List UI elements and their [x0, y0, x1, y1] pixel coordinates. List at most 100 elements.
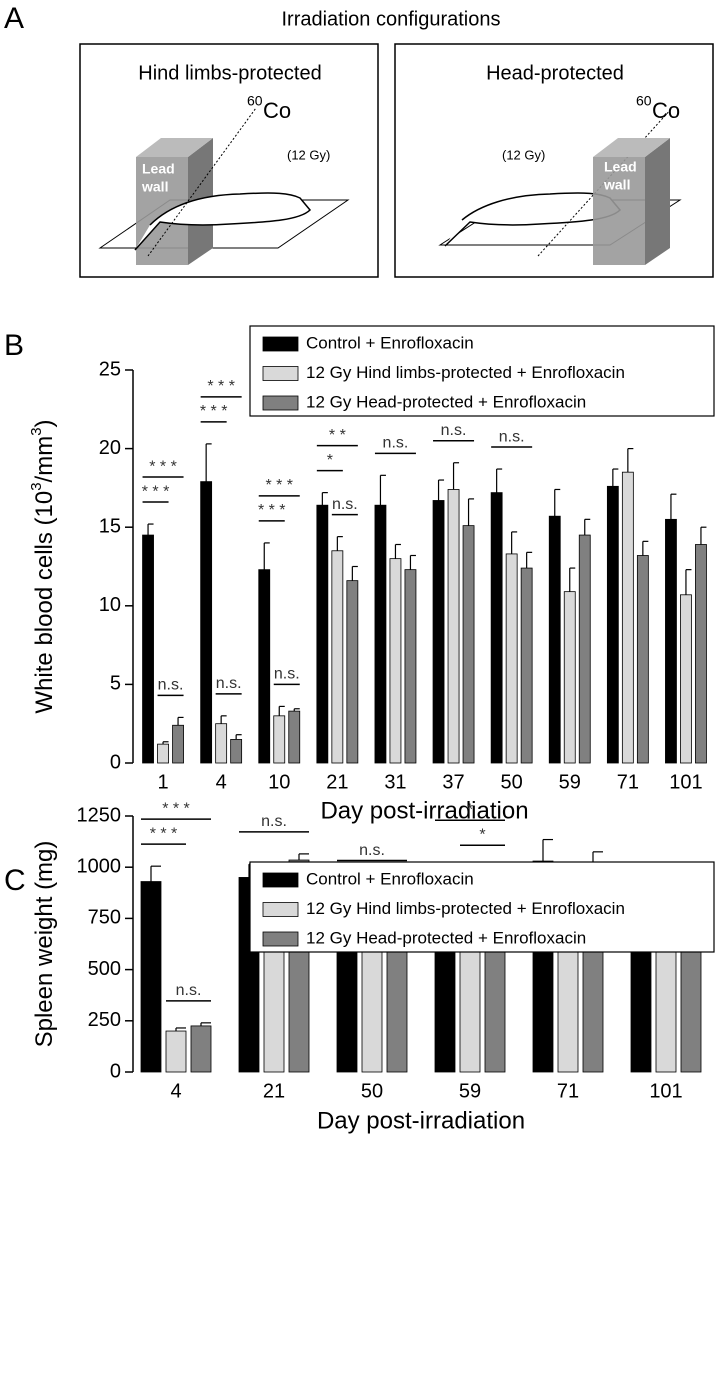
bar [172, 724, 184, 764]
significance-label: * * * [258, 502, 286, 519]
source-mass: 60 [247, 93, 263, 109]
significance-label: * * * [207, 378, 235, 395]
bar [520, 567, 533, 764]
bar [165, 1030, 187, 1073]
config-box [79, 43, 379, 278]
significance-label: * [327, 452, 333, 469]
significance-label: n.s. [274, 666, 300, 683]
y-axis-label-part: Spleen weight (mg) [31, 841, 58, 1048]
bar [331, 550, 344, 764]
x-tick-label: 59 [559, 771, 581, 793]
bar [140, 881, 162, 1073]
legend-label: Control + Enrofloxacin [306, 333, 474, 352]
config-hind: Hind limbs-protected 60 Co (12 Gy) Lead … [79, 43, 379, 278]
y-axis-label-part: /mm [31, 436, 58, 483]
panel-label: C [4, 864, 26, 897]
y-tick-label: 5 [110, 673, 121, 695]
legend-box [249, 325, 715, 417]
legend-swatch [262, 395, 299, 411]
x-axis-label: Day post-irradiation [317, 1107, 525, 1134]
significance-label: * * * [200, 403, 228, 420]
y-axis-label-part: 3 [28, 427, 45, 435]
x-tick-label: 71 [617, 771, 639, 793]
bar [505, 553, 518, 764]
x-tick-label: 101 [669, 771, 702, 793]
y-tick-label: 0 [110, 751, 121, 773]
bar [636, 555, 649, 764]
bar [606, 485, 619, 764]
legend-box [249, 861, 715, 953]
legend-label: 12 Gy Hind limbs-protected + Enrofloxaci… [306, 363, 625, 382]
config-title: Hind limbs-protected [138, 62, 321, 84]
y-tick-label: 20 [99, 437, 121, 459]
significance-label: n.s. [261, 813, 287, 830]
y-axis-label-part: ) [31, 419, 58, 427]
y-tick-label: 10 [99, 594, 121, 616]
legend-label: 12 Gy Head-protected + Enrofloxacin [306, 392, 586, 411]
x-tick-label: 71 [557, 1080, 579, 1102]
significance-label: n.s. [441, 422, 467, 439]
significance-label: * * * [162, 800, 190, 817]
significance-label: * * * [265, 477, 293, 494]
bar [484, 933, 506, 1073]
significance-label: n.s. [158, 677, 184, 694]
bar [288, 710, 301, 764]
config-title: Head-protected [486, 62, 624, 84]
config-box [394, 43, 714, 278]
legend-swatch [262, 366, 299, 381]
mouse [134, 192, 312, 251]
bar [142, 534, 154, 764]
y-tick-label: 25 [99, 358, 121, 380]
diagram-title: Irradiation configurations [281, 8, 500, 30]
panel-label: B [4, 329, 24, 362]
y-axis-label: White blood cells (103/mm3) [28, 419, 58, 713]
y-tick-label: 250 [88, 1009, 121, 1031]
bar [157, 743, 169, 764]
source-mass: 60 [636, 93, 652, 109]
legend-label: Control + Enrofloxacin [306, 869, 474, 888]
y-tick-label: 1000 [77, 855, 122, 877]
bar [447, 489, 460, 764]
x-tick-label: 50 [361, 1080, 383, 1102]
significance-label: * * [329, 427, 346, 444]
bar [374, 504, 387, 764]
legend-swatch [262, 336, 299, 352]
significance-label: * [479, 826, 485, 843]
bar [680, 594, 692, 764]
y-axis-label: Spleen weight (mg) [31, 841, 58, 1048]
y-tick-label: 1250 [77, 804, 122, 826]
x-tick-label: 21 [326, 771, 348, 793]
significance-label: * [467, 801, 473, 818]
bar [215, 723, 228, 764]
legend-swatch [262, 872, 299, 888]
bar [665, 518, 677, 764]
y-tick-label: 0 [110, 1060, 121, 1082]
y-tick-label: 750 [88, 907, 121, 929]
bar [346, 580, 359, 764]
bar [404, 569, 417, 764]
bar [389, 558, 402, 764]
panel-label: A [4, 2, 24, 35]
wall-top [136, 138, 213, 157]
x-tick-label: 31 [384, 771, 406, 793]
x-tick-label: 4 [170, 1080, 181, 1102]
legend-label: 12 Gy Head-protected + Enrofloxacin [306, 928, 586, 947]
shield-label: wall [603, 177, 630, 193]
source-element: Co [263, 98, 291, 123]
shield-label: wall [141, 179, 168, 195]
bar [695, 544, 707, 764]
significance-label: n.s. [499, 428, 525, 445]
bar [230, 739, 243, 764]
wall-top [593, 138, 670, 157]
y-axis-label-part: White blood cells (10 [31, 491, 58, 714]
beam [537, 107, 673, 257]
significance-label: n.s. [176, 982, 202, 999]
wall-front [593, 157, 645, 265]
x-tick-label: 21 [263, 1080, 285, 1102]
significance-label: n.s. [332, 496, 358, 513]
bar [563, 591, 576, 764]
bar [316, 504, 329, 764]
significance-label: * * * [142, 483, 170, 500]
wall-side [645, 138, 670, 265]
dose: (12 Gy) [502, 147, 545, 162]
